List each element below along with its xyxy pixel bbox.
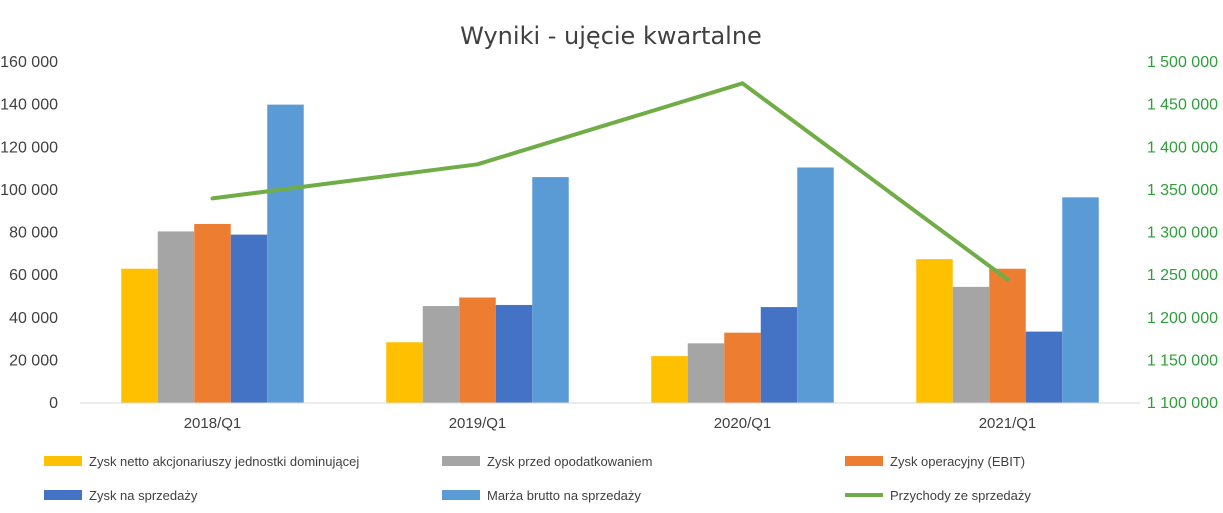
right-tick-label: 1 400 000: [1147, 139, 1218, 156]
bar: [916, 259, 953, 403]
bar: [989, 268, 1026, 403]
left-tick-label: 80 000: [9, 225, 58, 242]
bar: [386, 342, 423, 403]
bar: [797, 167, 834, 403]
legend-label: Zysk netto akcjonariuszy jednostki domin…: [89, 454, 359, 469]
line-series-group: [210, 81, 1010, 282]
bar: [1025, 331, 1063, 403]
right-tick-label: 1 150 000: [1147, 352, 1218, 369]
left-tick-label: 100 000: [0, 182, 58, 199]
category-labels: 2018/Q1 2019/Q1 2020/Q1 2021/Q1: [184, 415, 1037, 432]
bar: [495, 304, 533, 403]
bar: [952, 286, 990, 403]
right-axis-ticks: 1 100 000 1 150 000 1 200 000 1 250 000 1 30…: [1147, 54, 1218, 412]
right-tick-label: 1 100 000: [1147, 395, 1218, 412]
legend-label: Przychody ze sprzedaży: [890, 488, 1031, 503]
bar: [724, 332, 761, 403]
legend-label: Zysk na sprzedaży: [89, 488, 198, 503]
left-tick-label: 40 000: [9, 310, 58, 327]
legend-swatch: [442, 490, 480, 500]
left-tick-label: 20 000: [9, 352, 58, 369]
right-tick-label: 1 350 000: [1147, 182, 1218, 199]
legend-swatch: [44, 490, 82, 500]
bar: [194, 223, 231, 403]
bar: [230, 234, 268, 403]
bar: [532, 177, 569, 403]
right-tick-label: 1 300 000: [1147, 225, 1218, 242]
legend-label: Zysk przed opodatkowaniem: [487, 454, 652, 469]
bar: [459, 297, 496, 403]
bar: [157, 231, 195, 403]
bar: [121, 268, 158, 403]
right-tick-label: 1 200 000: [1147, 310, 1218, 327]
right-tick-label: 1 450 000: [1147, 97, 1218, 114]
legend-swatch: [442, 456, 480, 466]
right-tick-label: 1 500 000: [1147, 54, 1218, 71]
legend: Zysk netto akcjonariuszy jednostki domin…: [44, 454, 1031, 503]
line-series: [210, 81, 1010, 282]
bar: [1062, 197, 1099, 403]
legend-label: Marża brutto na sprzedaży: [487, 488, 641, 503]
left-axis-ticks: 0 20 000 40 000 60 000 80 000 100 000 120 000 1…: [0, 54, 58, 412]
left-tick-label: 120 000: [0, 139, 58, 156]
bar: [760, 307, 798, 403]
right-tick-label: 1 250 000: [1147, 267, 1218, 284]
left-tick-label: 140 000: [0, 97, 58, 114]
category-label: 2021/Q1: [979, 415, 1037, 432]
legend-swatch: [845, 456, 883, 466]
left-tick-label: 60 000: [9, 267, 58, 284]
bar: [651, 356, 688, 403]
left-tick-label: 0: [49, 395, 58, 412]
legend-swatch: [44, 456, 82, 466]
bar: [267, 104, 304, 403]
legend-label: Zysk operacyjny (EBIT): [890, 454, 1025, 469]
bar: [687, 343, 725, 403]
chart-title: Wyniki - ujęcie kwartalne: [460, 22, 762, 50]
category-label: 2020/Q1: [714, 415, 772, 432]
bar-series-group: [121, 104, 1099, 403]
category-label: 2018/Q1: [184, 415, 242, 432]
left-tick-label: 160 000: [0, 54, 58, 71]
bar: [422, 306, 460, 403]
category-label: 2019/Q1: [449, 415, 507, 432]
